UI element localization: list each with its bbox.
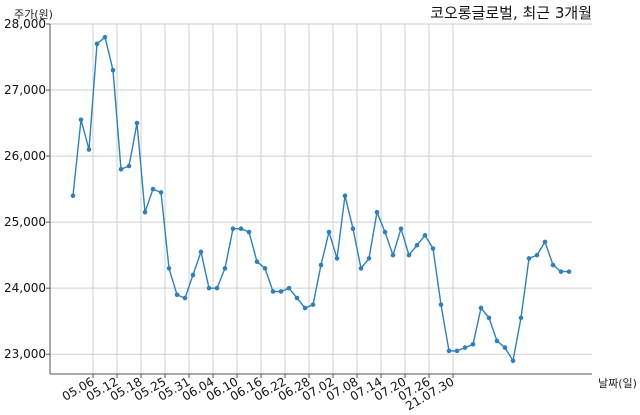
y-tick-label: 24,000 bbox=[4, 281, 46, 295]
y-tick-label: 25,000 bbox=[4, 215, 46, 229]
price-point bbox=[358, 266, 364, 271]
chart-title: 코오롱글로벌, 최근 3개월 bbox=[430, 4, 592, 22]
price-point bbox=[102, 34, 108, 40]
price-point bbox=[230, 226, 236, 232]
price-point bbox=[478, 305, 484, 311]
price-point bbox=[342, 193, 348, 198]
price-point bbox=[462, 345, 468, 350]
price-point bbox=[246, 229, 252, 235]
price-point bbox=[150, 186, 156, 192]
price-point bbox=[126, 163, 132, 169]
price-point bbox=[526, 256, 532, 261]
price-point bbox=[318, 262, 324, 268]
price-point bbox=[110, 67, 116, 73]
price-point bbox=[350, 226, 356, 232]
price-point bbox=[502, 345, 508, 350]
price-point bbox=[438, 302, 444, 307]
price-point bbox=[510, 358, 516, 364]
price-point bbox=[310, 302, 316, 307]
price-point bbox=[222, 266, 228, 271]
price-point bbox=[534, 252, 540, 258]
price-point bbox=[406, 252, 412, 258]
x-axis-ticks: 05.0605.1205.1805.2505.3106.0406.1006.16… bbox=[60, 374, 457, 413]
price-series bbox=[70, 34, 572, 364]
price-point bbox=[214, 285, 220, 291]
x-axis-label: 날짜(일) bbox=[598, 376, 637, 390]
price-point bbox=[270, 289, 276, 294]
price-point bbox=[518, 315, 524, 321]
price-point bbox=[182, 295, 188, 301]
price-point bbox=[470, 341, 476, 347]
price-point bbox=[262, 266, 268, 271]
price-point bbox=[326, 229, 332, 235]
price-point bbox=[430, 246, 436, 251]
price-point bbox=[486, 315, 492, 321]
price-point bbox=[198, 249, 204, 255]
price-point bbox=[190, 272, 196, 278]
price-point bbox=[294, 295, 300, 301]
price-point bbox=[134, 120, 140, 126]
chart-grid bbox=[50, 23, 592, 374]
y-tick-label: 27,000 bbox=[4, 83, 46, 97]
price-point bbox=[70, 193, 76, 198]
price-point bbox=[558, 269, 564, 274]
price-point bbox=[302, 305, 308, 311]
price-point bbox=[566, 269, 572, 274]
y-axis-ticks: 23,000 24,000 25,000 26,000 27,000 28,000 bbox=[4, 17, 50, 361]
price-point bbox=[286, 285, 292, 291]
price-point bbox=[278, 289, 284, 294]
price-point bbox=[414, 242, 420, 248]
price-point bbox=[494, 338, 500, 344]
price-point bbox=[94, 41, 100, 47]
price-point bbox=[118, 166, 124, 172]
price-point bbox=[366, 256, 372, 261]
price-point bbox=[374, 209, 380, 215]
price-point bbox=[238, 226, 244, 232]
price-point bbox=[158, 190, 164, 195]
price-point bbox=[422, 233, 428, 238]
price-point bbox=[398, 226, 404, 232]
price-point bbox=[446, 348, 452, 354]
y-tick-label: 26,000 bbox=[4, 149, 46, 163]
price-point bbox=[206, 285, 212, 291]
price-point bbox=[86, 147, 92, 152]
price-line bbox=[72, 36, 569, 362]
y-tick-label: 23,000 bbox=[4, 347, 46, 361]
price-point bbox=[334, 256, 340, 261]
price-point bbox=[382, 229, 388, 235]
price-point bbox=[78, 117, 84, 123]
price-point bbox=[254, 259, 260, 265]
price-point bbox=[454, 348, 460, 354]
price-point bbox=[390, 252, 396, 258]
price-point bbox=[550, 262, 556, 268]
price-point bbox=[542, 239, 548, 245]
price-point bbox=[142, 209, 148, 215]
price-point bbox=[174, 292, 180, 298]
price-point bbox=[166, 266, 172, 271]
y-tick-label: 28,000 bbox=[4, 17, 46, 31]
chart-axes bbox=[49, 24, 592, 375]
y-axis-label: 주가(원) bbox=[14, 8, 53, 21]
